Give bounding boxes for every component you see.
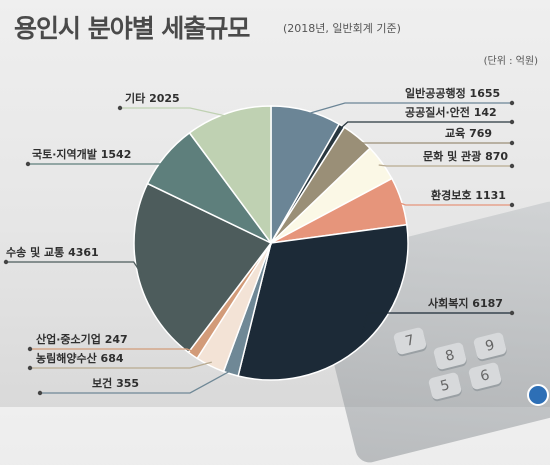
leader-line — [378, 164, 512, 167]
slice-label: 교육 769 — [445, 127, 492, 140]
slice-label: 환경보호 1131 — [431, 188, 506, 202]
pie-slice — [237, 223, 409, 381]
leader-dot — [509, 163, 515, 169]
slice-label: 기타 2025 — [125, 91, 180, 105]
slice-label: 국토·지역개발 1542 — [32, 147, 131, 161]
leader-dot — [27, 346, 33, 352]
leader-dot — [25, 161, 31, 167]
logo-badge — [527, 384, 549, 406]
slice-label: 사회복지 6187 — [428, 296, 503, 310]
leader-dot — [27, 365, 33, 371]
leader-line — [305, 102, 512, 116]
slice-label: 산업·중소기업 247 — [36, 332, 128, 346]
pie-slice — [133, 182, 273, 354]
slice-label: 공공질서·안전 142 — [405, 105, 497, 119]
pie-chart: 일반공공행정 1655 공공질서·안전 142 교육 769 문화 및 관광 870 환… — [3, 86, 515, 396]
pie-slice — [188, 105, 272, 246]
slice-label: 문화 및 관광 870 — [423, 149, 508, 163]
slice-label: 수송 및 교통 4361 — [6, 245, 99, 259]
slice-label: 농림해양수산 684 — [36, 351, 124, 365]
leader-dot — [3, 259, 9, 265]
leader-line — [30, 348, 196, 353]
slice-label: 보건 355 — [92, 376, 139, 390]
leader-dot — [37, 390, 43, 396]
pie-slices — [133, 105, 409, 381]
leader-dot — [509, 140, 515, 146]
leader-dot — [509, 310, 515, 316]
leader-line — [30, 361, 212, 369]
leader-line — [6, 261, 143, 275]
leader-line — [28, 157, 169, 165]
pie-labels: 일반공공행정 1655 공공질서·안전 142 교육 769 문화 및 관광 870 환… — [3, 86, 515, 396]
slice-label: 일반공공행정 1655 — [405, 86, 500, 100]
leader-line — [120, 107, 230, 118]
leader-dot — [509, 202, 515, 208]
unit-label: (단위 : 억원) — [483, 56, 538, 67]
leader-line — [339, 121, 512, 130]
leader-dot — [117, 105, 123, 111]
leader-line — [40, 369, 233, 394]
leader-dot — [509, 119, 515, 125]
leader-line — [397, 201, 512, 206]
chart-subtitle: (2018년, 일반회계 기준) — [283, 22, 401, 35]
leader-line — [355, 139, 512, 144]
chart-title: 용인시 분야별 세출규모 — [14, 14, 250, 43]
leader-line — [359, 312, 512, 343]
leader-dot — [509, 100, 515, 106]
